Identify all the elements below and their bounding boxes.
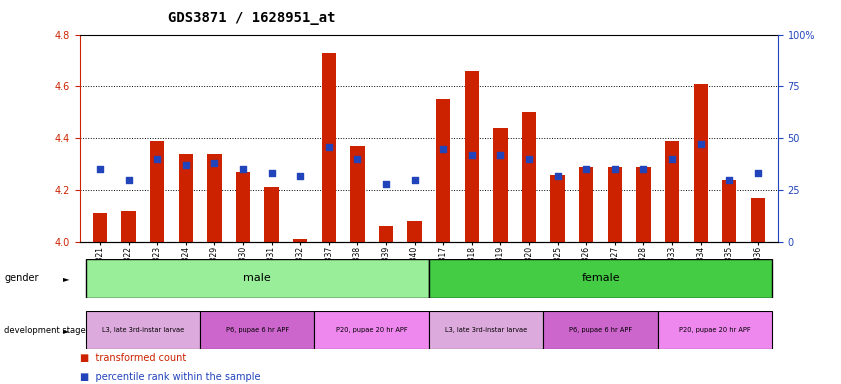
- Bar: [494, 128, 508, 242]
- Point: [265, 170, 278, 177]
- Point: [522, 156, 536, 162]
- Point: [351, 156, 364, 162]
- Point: [608, 166, 621, 172]
- Bar: [293, 239, 307, 242]
- Bar: [722, 180, 737, 242]
- Point: [93, 166, 107, 172]
- Bar: [465, 71, 479, 242]
- Point: [494, 152, 507, 158]
- Bar: [86, 259, 429, 298]
- Bar: [150, 141, 164, 242]
- Bar: [751, 198, 765, 242]
- Bar: [608, 167, 622, 242]
- Bar: [86, 311, 200, 349]
- Text: development stage: development stage: [4, 326, 86, 335]
- Text: P6, pupae 6 hr APF: P6, pupae 6 hr APF: [225, 327, 288, 333]
- Bar: [207, 154, 221, 242]
- Bar: [665, 141, 680, 242]
- Bar: [315, 311, 429, 349]
- Bar: [694, 84, 708, 242]
- Point: [751, 170, 764, 177]
- Bar: [436, 99, 451, 242]
- Text: gender: gender: [4, 273, 39, 283]
- Point: [465, 152, 479, 158]
- Point: [294, 172, 307, 179]
- Point: [179, 162, 193, 168]
- Bar: [178, 154, 193, 242]
- Text: L3, late 3rd-instar larvae: L3, late 3rd-instar larvae: [445, 327, 527, 333]
- Text: P20, pupae 20 hr APF: P20, pupae 20 hr APF: [680, 327, 751, 333]
- Text: L3, late 3rd-instar larvae: L3, late 3rd-instar larvae: [102, 327, 184, 333]
- Point: [151, 156, 164, 162]
- Point: [322, 144, 336, 150]
- Point: [637, 166, 650, 172]
- Text: ■  transformed count: ■ transformed count: [80, 353, 186, 363]
- Bar: [551, 175, 565, 242]
- Point: [665, 156, 679, 162]
- Bar: [93, 214, 107, 242]
- Text: female: female: [581, 273, 620, 283]
- Bar: [429, 311, 543, 349]
- Point: [436, 146, 450, 152]
- Bar: [321, 53, 336, 242]
- Point: [236, 166, 250, 172]
- Bar: [350, 146, 364, 242]
- Bar: [200, 311, 315, 349]
- Bar: [264, 187, 278, 242]
- Text: male: male: [243, 273, 271, 283]
- Bar: [407, 221, 421, 242]
- Point: [379, 181, 393, 187]
- Text: GDS3871 / 1628951_at: GDS3871 / 1628951_at: [168, 11, 336, 25]
- Bar: [522, 113, 537, 242]
- Point: [122, 177, 135, 183]
- Bar: [121, 211, 135, 242]
- Bar: [637, 167, 651, 242]
- Point: [694, 141, 707, 147]
- Text: P20, pupae 20 hr APF: P20, pupae 20 hr APF: [336, 327, 408, 333]
- Bar: [658, 311, 772, 349]
- Text: P6, pupae 6 hr APF: P6, pupae 6 hr APF: [569, 327, 632, 333]
- Point: [208, 160, 221, 166]
- Bar: [543, 311, 658, 349]
- Point: [408, 177, 421, 183]
- Point: [722, 177, 736, 183]
- Point: [551, 172, 564, 179]
- Text: ►: ►: [63, 274, 70, 283]
- Bar: [429, 259, 772, 298]
- Text: ■  percentile rank within the sample: ■ percentile rank within the sample: [80, 372, 261, 382]
- Point: [579, 166, 593, 172]
- Bar: [378, 227, 393, 242]
- Text: ►: ►: [63, 326, 70, 335]
- Bar: [235, 172, 250, 242]
- Bar: [579, 167, 594, 242]
